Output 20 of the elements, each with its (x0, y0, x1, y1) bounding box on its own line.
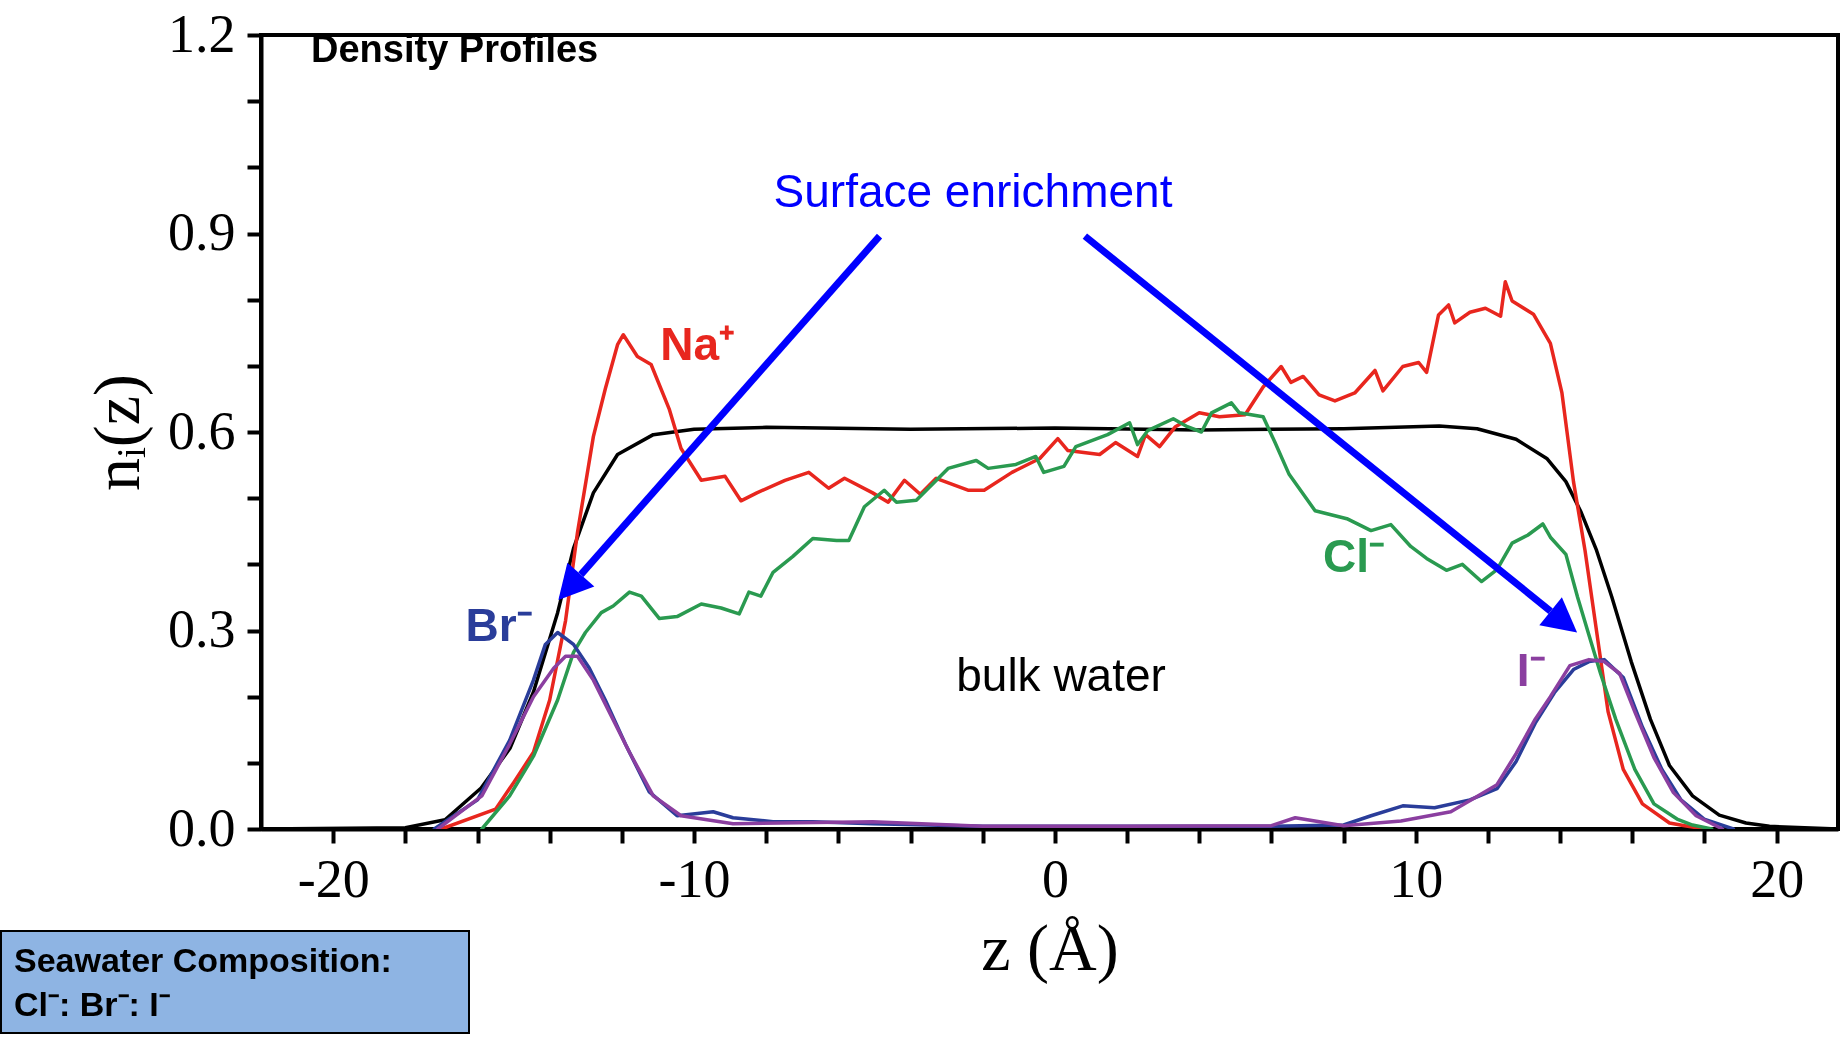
series-label: Na⁺ (660, 317, 736, 370)
y-tick-label: 1.2 (168, 3, 236, 64)
x-tick-label: -10 (658, 848, 731, 909)
x-tick-label: 0 (1041, 848, 1069, 909)
y-tick-label: 0.0 (168, 797, 236, 858)
annotation: bulk water (956, 648, 1166, 701)
annotation: Surface enrichment (773, 165, 1173, 218)
x-tick-label: -20 (297, 848, 370, 909)
y-tick-label: 0.3 (168, 599, 236, 659)
y-tick-label: 0.9 (168, 202, 236, 262)
series-label: Cl⁻ (1323, 529, 1386, 582)
text: Cl⁻: Br⁻: I⁻ (14, 984, 171, 1025)
series-label: I⁻ (1516, 644, 1546, 697)
x-tick-label: 10 (1389, 848, 1444, 909)
y-axis-title: nᵢ(z) (80, 373, 154, 492)
text: Seawater Composition: (14, 940, 393, 981)
x-tick-label: 20 (1750, 848, 1805, 909)
y-tick-label: 0.6 (168, 400, 236, 461)
series-label: Br⁻ (465, 599, 533, 652)
x-axis-title: z (Å) (981, 910, 1119, 985)
